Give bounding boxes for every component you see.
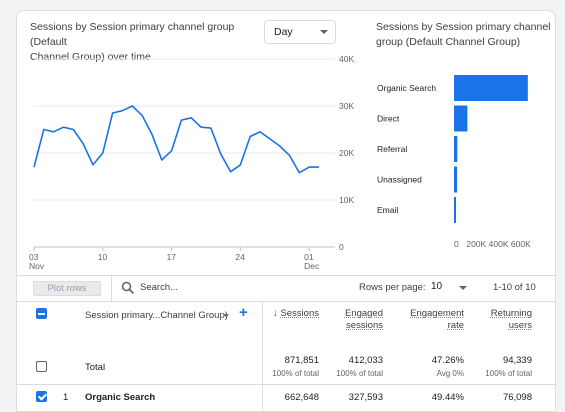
x-tick-label: 03 [29, 252, 39, 262]
bar [454, 197, 456, 223]
sort-arrow-down-icon: ↓ [273, 308, 278, 319]
y-tick-label: 20K [339, 148, 354, 158]
total-engagement-rate-sub: Avg 0% [436, 369, 464, 378]
row-engagement-rate: 49.44% [431, 392, 464, 403]
bar [454, 166, 458, 193]
line-chart-title-line1: Sessions by Session primary channel grou… [30, 21, 235, 48]
row-index: 1 [63, 392, 69, 403]
chevron-down-icon[interactable] [223, 314, 229, 317]
sessions-series-line [33, 105, 319, 174]
col-header-line2: sessions [346, 320, 383, 331]
report-card: Sessions by Session primary channel grou… [16, 10, 556, 412]
bar-chart-title: Sessions by Session primary channel grou… [376, 20, 551, 50]
col-header-line1: Engagement [410, 308, 464, 319]
row-engaged-sessions: 327,593 [348, 392, 383, 403]
x-tick-label: 24 [235, 252, 245, 262]
col-header-line2: users [508, 320, 532, 331]
bar-category-label: Direct [377, 114, 400, 124]
total-returning-users: 94,339 [502, 355, 532, 366]
row-sessions: 662,648 [284, 392, 319, 403]
col-header-sessions-label: Sessions [280, 308, 319, 319]
bar [454, 136, 458, 162]
search-icon [121, 281, 135, 295]
row-dimension-value: Organic Search [85, 392, 156, 403]
total-sessions: 871,851 [284, 355, 319, 366]
total-label: Total [85, 362, 106, 373]
x-tick-label: 400K [489, 239, 509, 249]
y-tick-label: 10K [339, 195, 354, 205]
col-header-returning-users[interactable]: Returning users [472, 308, 532, 332]
granularity-value: Day [274, 26, 293, 38]
chevron-down-icon [320, 30, 328, 34]
search-input[interactable]: Search... [140, 282, 179, 293]
select-all-checkbox[interactable] [36, 308, 47, 319]
chevron-down-icon [459, 286, 467, 290]
add-dimension-icon[interactable]: + [239, 304, 248, 321]
total-row-checkbox[interactable] [36, 361, 47, 372]
x-tick-label: 01 [304, 252, 314, 262]
y-tick-label: 40K [339, 54, 354, 64]
row-returning-users: 76,098 [502, 392, 532, 403]
bar-chart-title-line1: Sessions by Session primary channel [376, 21, 551, 33]
x-tick-month-label: Dec [304, 261, 320, 271]
total-engaged-sessions: 412,033 [348, 355, 383, 366]
dimension-header[interactable]: Session primary...Channel Group) [85, 310, 228, 321]
total-sessions-sub: 100% of total [272, 369, 319, 378]
x-tick-label: 200K [466, 239, 486, 249]
col-header-sessions[interactable]: ↓ Sessions [267, 308, 319, 320]
bar [454, 105, 468, 132]
bar [454, 75, 528, 101]
rows-per-page-select[interactable]: 10 [431, 281, 467, 292]
total-engaged-sessions-sub: 100% of total [336, 369, 383, 378]
y-tick-label: 30K [339, 101, 354, 111]
bar-chart: Organic Search Direct Referral Unassigned Em… [377, 75, 531, 249]
x-tick-label: 17 [167, 252, 177, 262]
pagination-text: 1-10 of 10 [493, 282, 536, 293]
divider [17, 301, 555, 302]
x-tick-label: 0 [454, 239, 459, 249]
y-tick-label: 0 [339, 242, 344, 252]
bar-chart-title-line2: group (Default Channel Group) [376, 36, 521, 48]
line-chart-title-line2: Channel Group) over time [30, 51, 151, 63]
rows-per-page-label: Rows per page: [359, 282, 426, 293]
bar-category-label: Organic Search [377, 83, 436, 93]
divider [262, 301, 263, 411]
row-checkbox[interactable] [36, 391, 47, 402]
col-header-line1: Returning [490, 308, 532, 319]
bar-category-label: Email [377, 205, 398, 215]
divider [17, 384, 555, 385]
total-engagement-rate: 47.26% [431, 355, 464, 366]
col-header-line1: Engaged [344, 308, 383, 319]
x-tick-label: 600K [511, 239, 531, 249]
plot-rows-button[interactable]: Plot rows [33, 281, 101, 296]
bar-category-label: Referral [377, 144, 407, 154]
bar-category-label: Unassigned [377, 175, 422, 185]
col-header-engaged-sessions[interactable]: Engaged sessions [327, 308, 383, 332]
total-returning-users-sub: 100% of total [485, 369, 532, 378]
x-tick-label: 10 [98, 252, 108, 262]
granularity-select[interactable]: Day [264, 20, 336, 44]
x-tick-month-label: Nov [29, 261, 45, 271]
divider [111, 275, 112, 301]
line-chart-title: Sessions by Session primary channel grou… [30, 20, 260, 65]
col-header-line2: rate [447, 320, 464, 331]
rows-per-page-value: 10 [431, 281, 443, 292]
divider [17, 275, 555, 276]
col-header-engagement-rate[interactable]: Engagement rate [397, 308, 464, 332]
